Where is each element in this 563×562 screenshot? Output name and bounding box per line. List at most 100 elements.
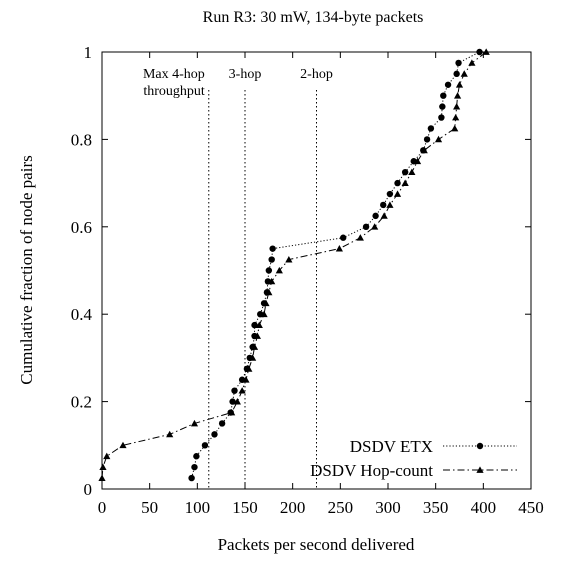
data-point	[229, 398, 236, 405]
data-point	[335, 245, 343, 252]
data-point	[231, 387, 238, 394]
legend-label: DSDV ETX	[350, 437, 433, 456]
data-point	[451, 124, 459, 132]
x-tick-label: 0	[98, 498, 107, 517]
y-tick-label: 0.6	[71, 218, 92, 237]
data-point	[482, 48, 490, 55]
data-point	[251, 321, 258, 329]
y-tick-label: 0.4	[71, 305, 93, 324]
data-point	[249, 354, 257, 361]
data-point	[190, 419, 199, 427]
data-point	[269, 245, 276, 252]
data-point	[408, 168, 416, 176]
data-point	[218, 420, 226, 427]
data-point	[413, 157, 422, 165]
data-point	[193, 453, 200, 460]
y-axis: 0 0.2 0.4 0.6 0.8 1	[71, 43, 531, 499]
data-point	[99, 463, 107, 471]
data-point	[455, 81, 464, 88]
data-point	[250, 343, 259, 350]
series-line	[191, 51, 480, 479]
data-point	[371, 223, 379, 230]
data-point	[188, 474, 195, 482]
annotation-label: 2-hop	[300, 67, 333, 82]
data-point	[285, 255, 293, 263]
data-point	[268, 256, 275, 263]
series-group	[98, 48, 490, 482]
data-point	[372, 212, 379, 220]
annotations: Max 4-hop throughput 3-hop 2-hop	[143, 67, 333, 489]
data-point	[201, 442, 209, 449]
data-point	[262, 299, 270, 307]
data-point	[468, 59, 476, 66]
data-point	[427, 125, 435, 132]
series-line	[101, 51, 487, 479]
data-point	[356, 234, 364, 241]
x-axis-label: Packets per second delivered	[218, 535, 415, 554]
data-point	[339, 234, 347, 241]
data-point	[98, 474, 106, 481]
data-point	[476, 48, 483, 56]
annotation-label: Max 4-hop	[143, 67, 205, 82]
data-point	[380, 212, 388, 219]
data-point	[393, 190, 402, 197]
data-point	[440, 92, 447, 99]
data-point	[444, 81, 452, 88]
x-tick-label: 100	[185, 498, 211, 517]
data-point	[191, 463, 198, 471]
data-point	[453, 103, 461, 110]
data-point	[438, 114, 445, 121]
data-point	[275, 266, 283, 274]
data-point	[380, 201, 387, 209]
data-point	[460, 70, 468, 77]
data-point	[434, 135, 443, 143]
data-point	[439, 103, 446, 110]
legend: DSDV ETX DSDV Hop-count	[310, 437, 517, 480]
data-point	[211, 431, 218, 438]
data-point	[423, 136, 431, 143]
legend-label: DSDV Hop-count	[310, 461, 433, 480]
data-point	[453, 70, 460, 78]
data-point	[386, 201, 394, 208]
data-point	[238, 387, 246, 394]
y-tick-label: 0	[84, 480, 93, 499]
y-axis-label: Cumulative fraction of node pairs	[17, 155, 36, 384]
data-point	[242, 376, 250, 383]
annotation-label: 3-hop	[229, 67, 262, 82]
x-tick-label: 50	[141, 498, 158, 517]
x-tick-label: 350	[423, 498, 449, 517]
data-point	[362, 223, 370, 230]
data-point	[268, 277, 276, 285]
data-point	[265, 267, 273, 274]
data-point	[265, 288, 273, 296]
series-dsdv-etx	[188, 48, 483, 482]
data-point	[245, 365, 253, 372]
x-tick-label: 250	[328, 498, 354, 517]
annotation-label-line2: throughput	[143, 84, 205, 99]
data-point	[386, 190, 394, 198]
data-point	[166, 430, 174, 438]
data-point	[260, 310, 268, 318]
data-point	[394, 179, 401, 187]
data-point	[255, 321, 263, 329]
x-tick-label: 150	[232, 498, 258, 517]
y-tick-label: 0.8	[71, 130, 92, 149]
data-point	[452, 113, 460, 121]
x-tick-label: 400	[471, 498, 497, 517]
data-point	[103, 452, 111, 460]
data-point	[401, 168, 409, 176]
data-point	[455, 59, 462, 67]
data-point	[453, 92, 462, 99]
data-point	[228, 408, 236, 416]
plot-frame	[101, 51, 532, 490]
x-tick-label: 200	[280, 498, 306, 517]
chart-title: Run R3: 30 mW, 134-byte packets	[203, 9, 424, 26]
data-point	[401, 179, 409, 186]
data-point	[119, 441, 127, 449]
data-point	[420, 146, 428, 154]
series-dsdv-hop-count	[98, 48, 490, 481]
y-tick-label: 1	[84, 43, 93, 62]
x-tick-label: 450	[518, 498, 544, 517]
legend-marker	[476, 466, 484, 473]
